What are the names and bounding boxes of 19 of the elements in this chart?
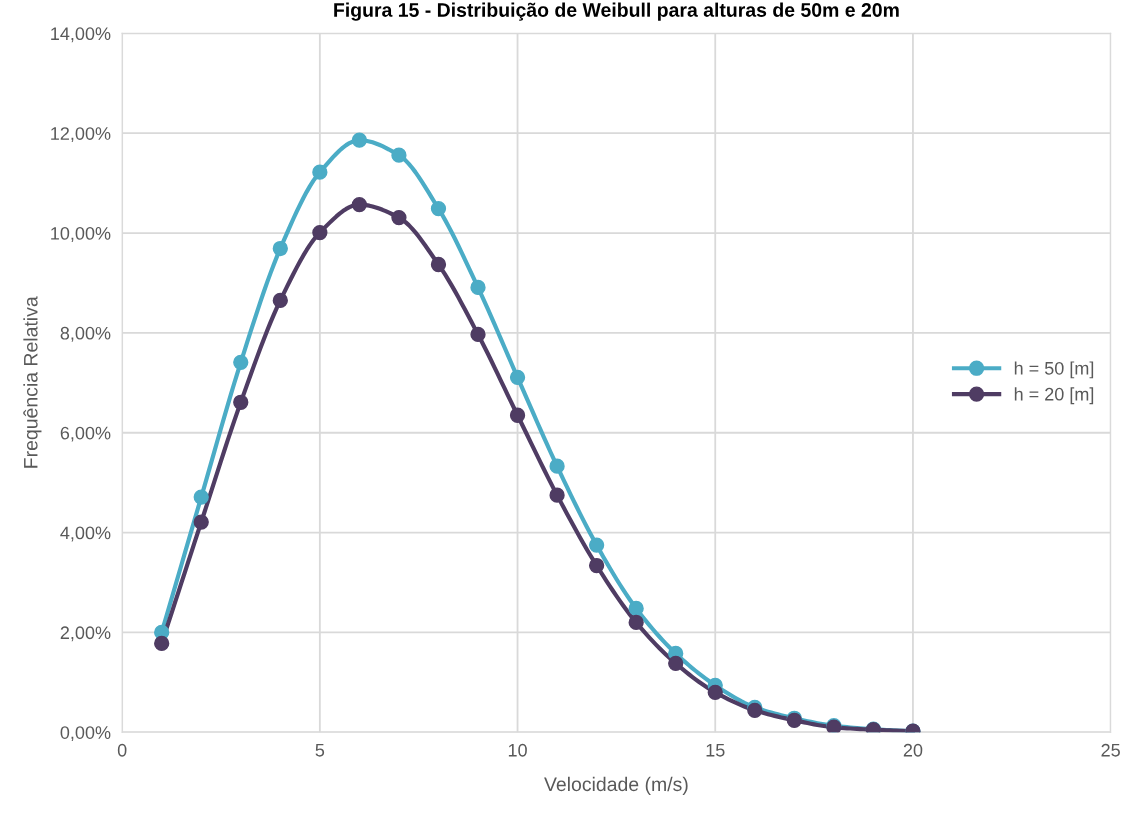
legend-label: h = 20 [m] [1014, 387, 1094, 405]
legend-label: h = 50 [m] [1014, 361, 1094, 379]
x-tick-label: 15 [706, 744, 725, 757]
y-tick-label: 4,00% [60, 526, 111, 542]
y-tick-label: 8,00% [60, 326, 111, 342]
y-tick-label: 14,00% [51, 27, 111, 43]
y-tick-label: 2,00% [60, 626, 111, 642]
x-tick-label: 25 [1101, 743, 1120, 757]
x-tick-label: 5 [315, 744, 325, 757]
x-axis-title: Velocidade (m/s) [544, 776, 688, 795]
y-tick-label: 10,00% [51, 226, 111, 242]
chart-title: Figura 15 - Distribuição de Weibull para alturas de 50m e 20m [334, 2, 899, 21]
y-tick-label: 0,00% [60, 726, 111, 742]
y-tick-label: 6,00% [60, 426, 111, 442]
x-tick-label: 20 [903, 743, 923, 757]
y-tick-label: 12,00% [51, 127, 111, 143]
x-tick-label: 10 [508, 743, 527, 757]
y-axis-title: Frequência Relativa [23, 296, 42, 468]
x-tick-label: 0 [117, 743, 127, 757]
